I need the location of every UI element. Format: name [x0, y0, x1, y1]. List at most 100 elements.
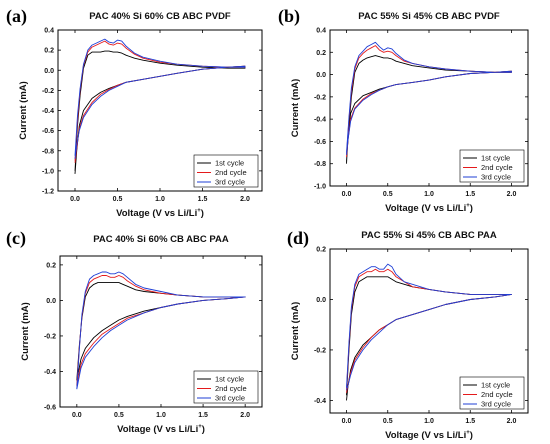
- x-tick-label: 1.0: [155, 196, 165, 203]
- series-line: [346, 41, 512, 155]
- x-axis-label-end: ): [470, 430, 473, 441]
- x-axis-label-end: ): [202, 424, 205, 435]
- series-line: [74, 50, 246, 174]
- y-tick-label: 0.0: [46, 298, 56, 305]
- legend-entry: 3rd cycle: [215, 394, 245, 403]
- series-line: [346, 55, 512, 164]
- legend-entry: 2nd cycle: [215, 168, 247, 177]
- y-tick-label: 0.4: [44, 28, 54, 35]
- x-axis-label-superscript: +: [466, 430, 470, 436]
- y-tick-label: -0.4: [44, 369, 56, 376]
- x-tick-label: 1.0: [424, 418, 434, 425]
- legend-entry: 2nd cycle: [215, 384, 247, 393]
- chart-title: PAC 55% Si 45% CB ABC PAA: [361, 230, 497, 241]
- legend-entry: 2nd cycle: [481, 390, 513, 399]
- y-axis-label: Current (mA): [20, 302, 31, 361]
- x-tick-label: 0.5: [114, 412, 124, 419]
- x-tick-label: 2.0: [240, 412, 250, 419]
- y-tick-label: -0.2: [42, 88, 54, 95]
- chart-panel: (a) PAC 40% Si 60% CB ABC PVDF 0.0 0.5 1.0 1.…: [6, 6, 263, 219]
- x-tick-label: 2.0: [240, 196, 250, 203]
- x-tick-label: 1.5: [465, 418, 475, 425]
- legend-entry: 3rd cycle: [215, 178, 245, 187]
- x-tick-label: 1.0: [424, 191, 434, 198]
- y-tick-label: 0.2: [44, 48, 54, 55]
- series-line: [76, 271, 246, 390]
- legend-entry: 1st cycle: [481, 154, 510, 163]
- x-tick-label: 0.5: [383, 191, 393, 198]
- y-tick-label: -1.2: [42, 189, 54, 196]
- x-axis-label: Voltage (V vs Li/Li+): [385, 430, 473, 441]
- x-tick-label: 1.0: [156, 412, 166, 419]
- legend-entry: 2nd cycle: [481, 163, 513, 172]
- legend-box: [459, 149, 525, 183]
- x-axis-label-end: ): [470, 203, 473, 214]
- y-tick-label: 0.2: [316, 50, 326, 57]
- y-tick-label: -0.6: [314, 139, 326, 146]
- x-tick-label: 0.0: [70, 196, 80, 203]
- x-tick-label: 0.0: [342, 418, 352, 425]
- legend-entry: 1st cycle: [481, 381, 510, 390]
- y-tick-label: -1.0: [42, 168, 54, 175]
- panel-label: (c): [6, 228, 26, 249]
- y-tick-label: -0.2: [314, 347, 326, 354]
- x-axis-label-text: Voltage (V vs Li/Li: [385, 203, 466, 214]
- legend-entry: 1st cycle: [215, 375, 244, 384]
- x-tick-label: 2.0: [507, 418, 517, 425]
- y-tick-label: -0.4: [314, 398, 326, 405]
- legend-entry: 3rd cycle: [481, 400, 511, 409]
- x-axis-label-text: Voltage (V vs Li/Li: [117, 424, 198, 435]
- chart-title: PAC 55% Si 45% CB ABC PVDF: [358, 11, 500, 22]
- y-tick-label: -0.2: [314, 94, 326, 101]
- series-line: [346, 268, 512, 393]
- y-tick-label: -0.8: [42, 148, 54, 155]
- x-axis-label: Voltage (V vs Li/Li+): [116, 208, 204, 219]
- x-axis-label-text: Voltage (V vs Li/Li: [385, 430, 466, 441]
- series-line: [346, 45, 512, 158]
- chart-panel: (b) PAC 55% Si 45% CB ABC PVDF 0.0 0.5 1.0 1.…: [278, 6, 529, 214]
- y-tick-label: -0.6: [42, 128, 54, 135]
- y-tick-label: 0.2: [46, 262, 56, 269]
- y-axis-label: Current (mA): [290, 302, 301, 361]
- x-tick-label: 1.5: [465, 191, 475, 198]
- y-axis-label: Current (mA): [290, 79, 301, 138]
- x-axis-label-end: ): [201, 208, 204, 219]
- x-tick-label: 2.0: [507, 191, 517, 198]
- series-line: [346, 263, 512, 391]
- y-tick-label: -0.4: [314, 117, 326, 124]
- x-axis-label: Voltage (V vs Li/Li+): [385, 203, 473, 214]
- y-tick-label: 0.0: [316, 297, 326, 304]
- x-tick-label: 0.0: [72, 412, 82, 419]
- y-tick-label: -1.0: [314, 184, 326, 191]
- x-axis-label: Voltage (V vs Li/Li+): [117, 424, 205, 435]
- y-tick-label: -0.2: [44, 333, 56, 340]
- y-tick-label: -0.4: [42, 108, 54, 115]
- y-tick-label: 0.0: [44, 68, 54, 75]
- x-axis-label-superscript: +: [466, 203, 470, 209]
- y-tick-label: 0.0: [316, 72, 326, 79]
- legend-entry: 1st cycle: [215, 159, 244, 168]
- chart-panel: (c) PAC 40% Si 60% CB ABC PAA 0.0 0.5 1.0 1.5…: [6, 228, 263, 435]
- chart-title: PAC 40% Si 60% CB ABC PAA: [93, 234, 229, 245]
- y-tick-label: -0.8: [314, 161, 326, 168]
- panel-label: (a): [6, 6, 27, 27]
- panel-label: (d): [287, 228, 309, 249]
- chart-title: PAC 40% Si 60% CB ABC PVDF: [89, 11, 231, 22]
- x-axis-label-superscript: +: [197, 208, 201, 214]
- x-axis-label-superscript: +: [198, 424, 202, 430]
- x-tick-label: 0.0: [342, 191, 352, 198]
- series-line: [74, 38, 246, 159]
- x-axis-label-text: Voltage (V vs Li/Li: [116, 208, 197, 219]
- chart-panel: (d) PAC 55% Si 45% CB ABC PAA 0.0 0.5 1.0 1.5…: [287, 228, 529, 441]
- series-line: [74, 40, 246, 163]
- y-tick-label: -0.6: [44, 405, 56, 412]
- y-tick-label: 0.4: [316, 28, 326, 35]
- x-tick-label: 0.5: [383, 418, 393, 425]
- legend-entry: 3rd cycle: [481, 173, 511, 182]
- panel-label: (b): [278, 6, 300, 27]
- y-tick-label: 0.2: [316, 247, 326, 254]
- y-axis-label: Current (mA): [18, 81, 29, 140]
- x-tick-label: 1.5: [198, 196, 208, 203]
- x-tick-label: 1.5: [198, 412, 208, 419]
